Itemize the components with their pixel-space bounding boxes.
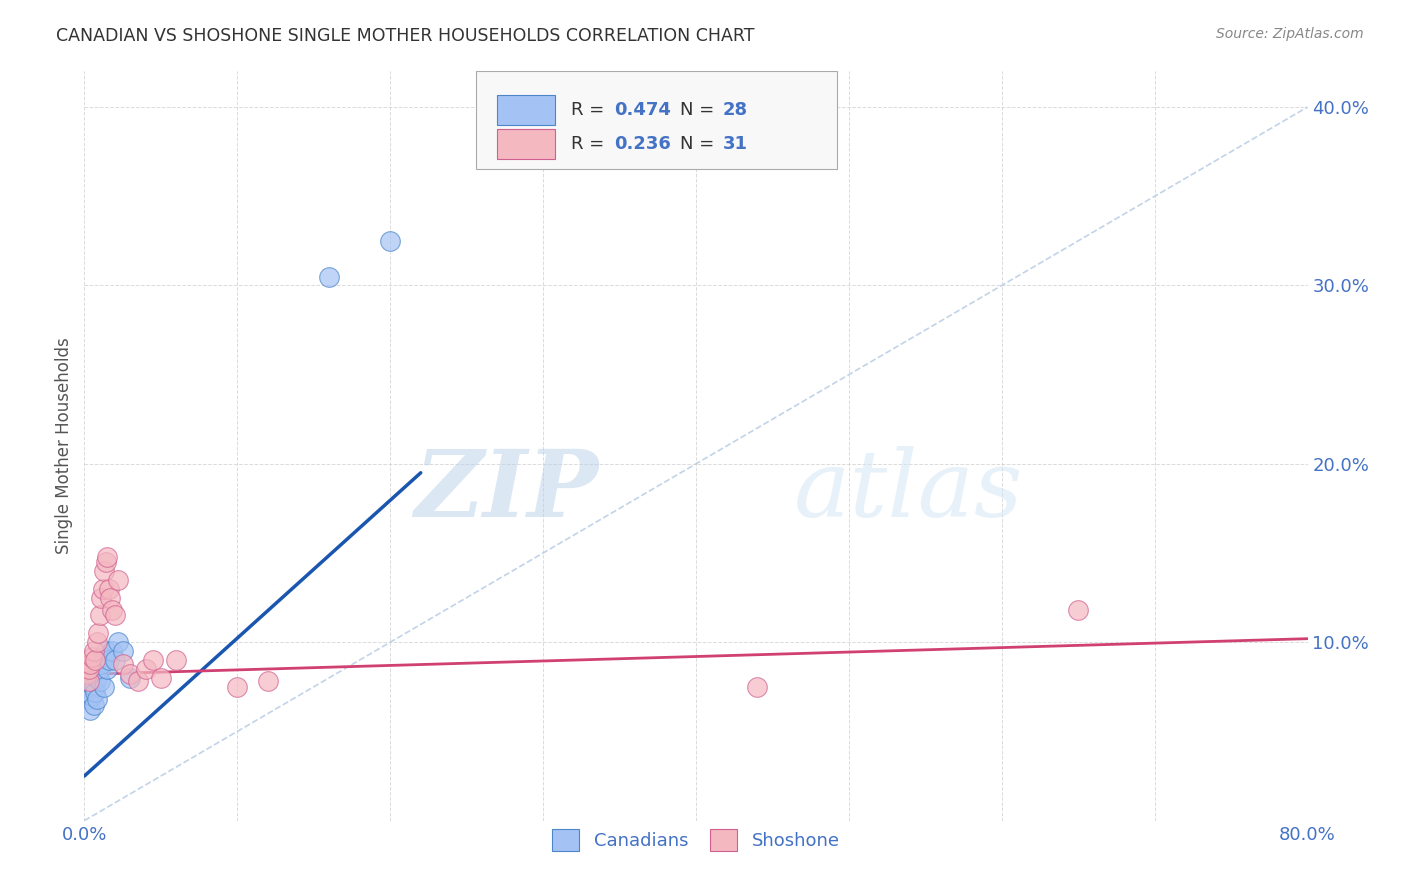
Point xyxy=(96,549,118,564)
Point xyxy=(111,657,134,671)
Text: 0.474: 0.474 xyxy=(614,102,671,120)
Point xyxy=(142,653,165,667)
Text: N =: N = xyxy=(681,102,720,120)
Text: ZIP: ZIP xyxy=(413,446,598,536)
Point xyxy=(96,662,118,676)
Point xyxy=(80,649,103,664)
Point xyxy=(79,657,101,671)
Point xyxy=(97,653,120,667)
Point xyxy=(87,626,110,640)
Point xyxy=(226,680,249,694)
Point xyxy=(94,644,117,658)
Bar xyxy=(496,95,555,125)
Point xyxy=(89,662,111,676)
Point xyxy=(77,674,100,689)
Legend: Canadians, Shoshone: Canadians, Shoshone xyxy=(543,821,849,860)
Point xyxy=(120,671,142,685)
Point xyxy=(80,667,103,681)
Point xyxy=(104,608,127,623)
Point xyxy=(79,671,101,685)
Text: Source: ZipAtlas.com: Source: ZipAtlas.com xyxy=(1216,27,1364,41)
Point xyxy=(93,564,115,578)
Point xyxy=(93,680,115,694)
Point xyxy=(89,674,111,689)
Text: 31: 31 xyxy=(723,135,748,153)
Point xyxy=(98,591,121,605)
Point xyxy=(83,680,105,694)
Text: R =: R = xyxy=(571,102,610,120)
Y-axis label: Single Mother Households: Single Mother Households xyxy=(55,338,73,554)
Point xyxy=(127,674,149,689)
Point xyxy=(87,653,110,667)
Point xyxy=(747,680,769,694)
Point xyxy=(135,662,157,676)
Point xyxy=(91,582,114,596)
Point xyxy=(120,667,142,681)
Point xyxy=(97,582,120,596)
Point xyxy=(107,635,129,649)
Point xyxy=(149,671,172,685)
Point xyxy=(101,644,124,658)
Point xyxy=(257,674,280,689)
Point xyxy=(101,603,124,617)
Point xyxy=(83,644,105,658)
Point xyxy=(89,608,111,623)
Point xyxy=(80,689,103,703)
Text: 28: 28 xyxy=(723,102,748,120)
Point xyxy=(84,662,107,676)
Point xyxy=(104,653,127,667)
Point xyxy=(84,653,107,667)
Point xyxy=(90,591,112,605)
Text: R =: R = xyxy=(571,135,610,153)
FancyBboxPatch shape xyxy=(475,71,837,169)
Point xyxy=(318,269,340,284)
Point xyxy=(84,685,107,699)
Point xyxy=(79,703,101,717)
Point xyxy=(77,692,100,706)
Point xyxy=(91,649,114,664)
Point xyxy=(380,234,402,248)
Text: CANADIAN VS SHOSHONE SINGLE MOTHER HOUSEHOLDS CORRELATION CHART: CANADIAN VS SHOSHONE SINGLE MOTHER HOUSE… xyxy=(56,27,755,45)
Point xyxy=(83,698,105,712)
Text: atlas: atlas xyxy=(794,446,1024,536)
Point xyxy=(90,657,112,671)
Point xyxy=(107,573,129,587)
Bar xyxy=(496,129,555,159)
Point xyxy=(86,692,108,706)
Point xyxy=(111,644,134,658)
Point xyxy=(94,555,117,569)
Point xyxy=(76,667,98,681)
Point xyxy=(77,662,100,676)
Point xyxy=(86,635,108,649)
Text: 0.236: 0.236 xyxy=(614,135,671,153)
Point xyxy=(1067,603,1090,617)
Text: N =: N = xyxy=(681,135,720,153)
Point xyxy=(86,671,108,685)
Point xyxy=(165,653,187,667)
Point xyxy=(76,680,98,694)
